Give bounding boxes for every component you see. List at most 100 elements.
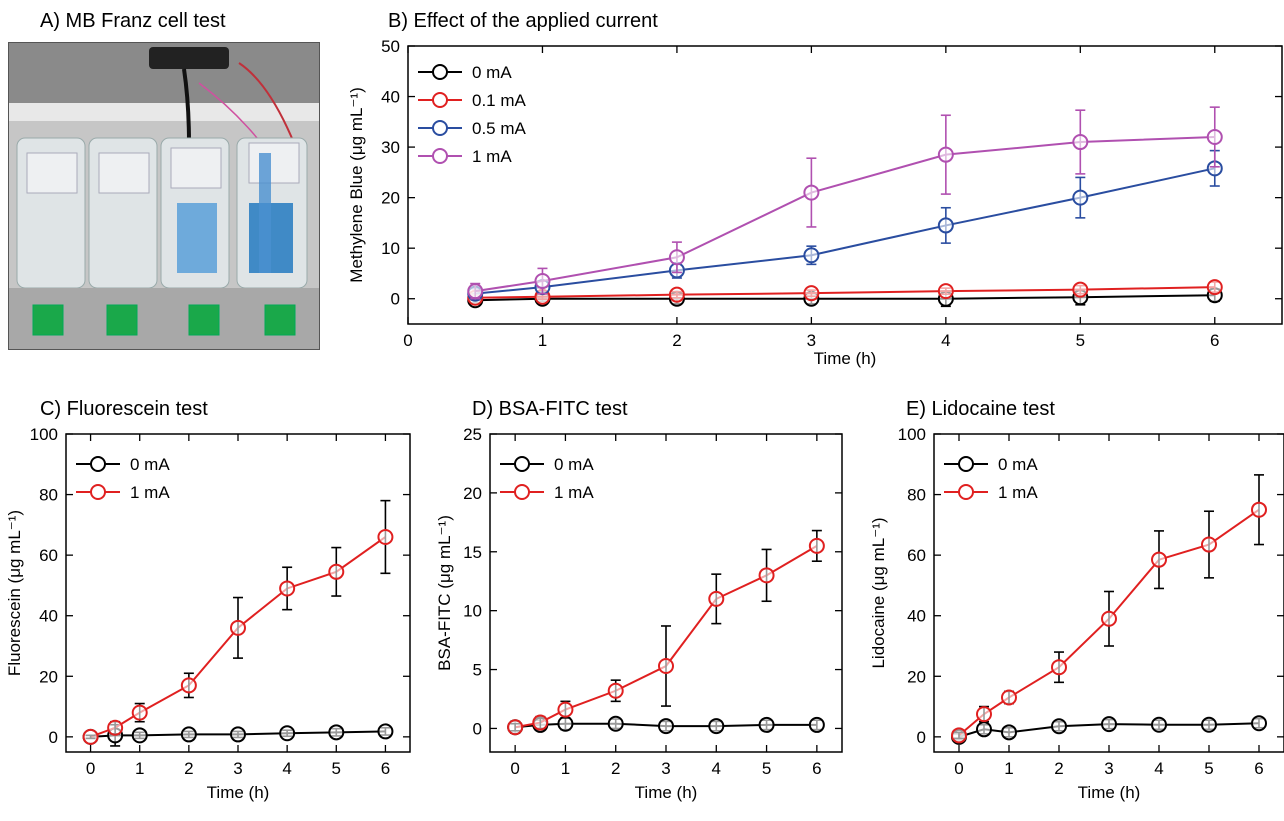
y-axis-label: Fluorescein (μg mL⁻¹)	[5, 510, 24, 676]
data-point	[658, 658, 674, 675]
x-tick-label: 3	[807, 331, 816, 350]
x-axis-label: Time (h)	[814, 349, 877, 368]
x-tick-label: 1	[1004, 759, 1013, 778]
panel-d-title: D) BSA-FITC test	[472, 398, 628, 420]
data-point	[1072, 281, 1089, 298]
data-point	[507, 719, 524, 736]
data-point	[708, 718, 725, 735]
data-point	[180, 677, 197, 694]
data-point	[377, 528, 394, 545]
data-point	[668, 286, 685, 303]
y-tick-label: 10	[463, 602, 482, 621]
x-tick-label: 3	[661, 759, 670, 778]
data-point	[279, 725, 296, 742]
legend-marker	[514, 484, 530, 500]
y-tick-label: 40	[39, 607, 58, 626]
x-tick-label: 4	[712, 759, 721, 778]
legend-marker	[432, 92, 448, 108]
x-tick-label: 2	[184, 759, 193, 778]
x-tick-label: 0	[510, 759, 519, 778]
data-point	[803, 247, 820, 264]
legend-label: 0 mA	[472, 63, 512, 82]
data-point	[1251, 501, 1267, 518]
x-tick-label: 0	[86, 759, 95, 778]
data-point	[1201, 716, 1217, 733]
data-point	[328, 563, 345, 580]
x-tick-label: 6	[1210, 331, 1219, 350]
data-point	[534, 273, 551, 290]
panel-c-title: C) Fluorescein test	[40, 398, 208, 420]
legend-marker	[958, 456, 974, 472]
data-point	[230, 726, 246, 743]
data-point	[668, 249, 685, 266]
franz-cell-photo	[8, 42, 320, 350]
series-line	[475, 135, 1215, 293]
data-point	[1206, 128, 1223, 145]
legend-marker	[432, 148, 448, 164]
data-point	[131, 727, 148, 744]
x-tick-label: 1	[561, 759, 570, 778]
data-point	[1001, 689, 1017, 706]
legend-marker	[432, 64, 448, 80]
data-point	[1151, 716, 1167, 733]
data-point	[1051, 659, 1067, 676]
legend-marker	[514, 456, 530, 472]
y-tick-label: 20	[381, 189, 400, 208]
data-point	[279, 580, 296, 597]
data-point	[1001, 724, 1017, 741]
data-point	[808, 537, 825, 554]
panel-e-title: E) Lidocaine test	[906, 398, 1055, 420]
data-point	[328, 724, 345, 741]
x-tick-label: 6	[812, 759, 821, 778]
x-axis-label: Time (h)	[207, 783, 270, 802]
x-tick-label: 6	[1254, 759, 1263, 778]
legend-marker	[958, 484, 974, 500]
x-axis-label: Time (h)	[1078, 783, 1141, 802]
data-point	[557, 701, 574, 718]
y-tick-label: 60	[907, 546, 926, 565]
x-tick-label: 5	[1204, 759, 1213, 778]
legend-label: 1 mA	[554, 483, 594, 502]
x-tick-label: 3	[1104, 759, 1113, 778]
y-tick-label: 20	[907, 667, 926, 686]
legend-marker	[90, 456, 106, 472]
data-point	[803, 285, 820, 302]
x-tick-label: 4	[282, 759, 291, 778]
data-point	[467, 283, 484, 300]
y-tick-label: 15	[463, 543, 482, 562]
legend-label: 0 mA	[130, 455, 170, 474]
x-tick-label: 1	[538, 331, 547, 350]
y-axis-label: Methylene Blue (μg mL⁻¹)	[347, 87, 366, 282]
y-tick-label: 100	[30, 425, 58, 444]
y-axis-label: Lidocaine (μg mL⁻¹)	[869, 517, 888, 668]
plot-frame	[407, 45, 1283, 325]
franz-cell-photo-illustration	[9, 43, 319, 349]
y-tick-label: 0	[473, 719, 482, 738]
x-tick-label: 0	[954, 759, 963, 778]
x-tick-label: 0	[403, 331, 412, 350]
y-tick-label: 20	[39, 667, 58, 686]
x-axis-label: Time (h)	[635, 783, 698, 802]
data-point	[230, 619, 246, 636]
y-tick-label: 40	[381, 88, 400, 107]
x-tick-label: 5	[1076, 331, 1085, 350]
data-point	[1251, 715, 1267, 732]
y-tick-label: 5	[473, 661, 482, 680]
data-point	[937, 217, 954, 234]
series-line	[475, 167, 1215, 295]
data-point	[1201, 536, 1217, 553]
y-tick-label: 0	[917, 728, 926, 747]
data-point	[708, 590, 725, 607]
data-point	[758, 567, 775, 584]
chart-b: 0 1 2 3 4 5 6 0 10 20 30 40 50 Time (h) Methylene Blue…	[347, 37, 1283, 368]
x-tick-label: 3	[233, 759, 242, 778]
data-point	[180, 726, 197, 743]
data-point	[1101, 610, 1117, 627]
data-point	[808, 716, 825, 733]
y-tick-label: 80	[907, 486, 926, 505]
data-point	[607, 715, 624, 732]
y-tick-label: 100	[898, 425, 926, 444]
data-point	[937, 146, 954, 163]
